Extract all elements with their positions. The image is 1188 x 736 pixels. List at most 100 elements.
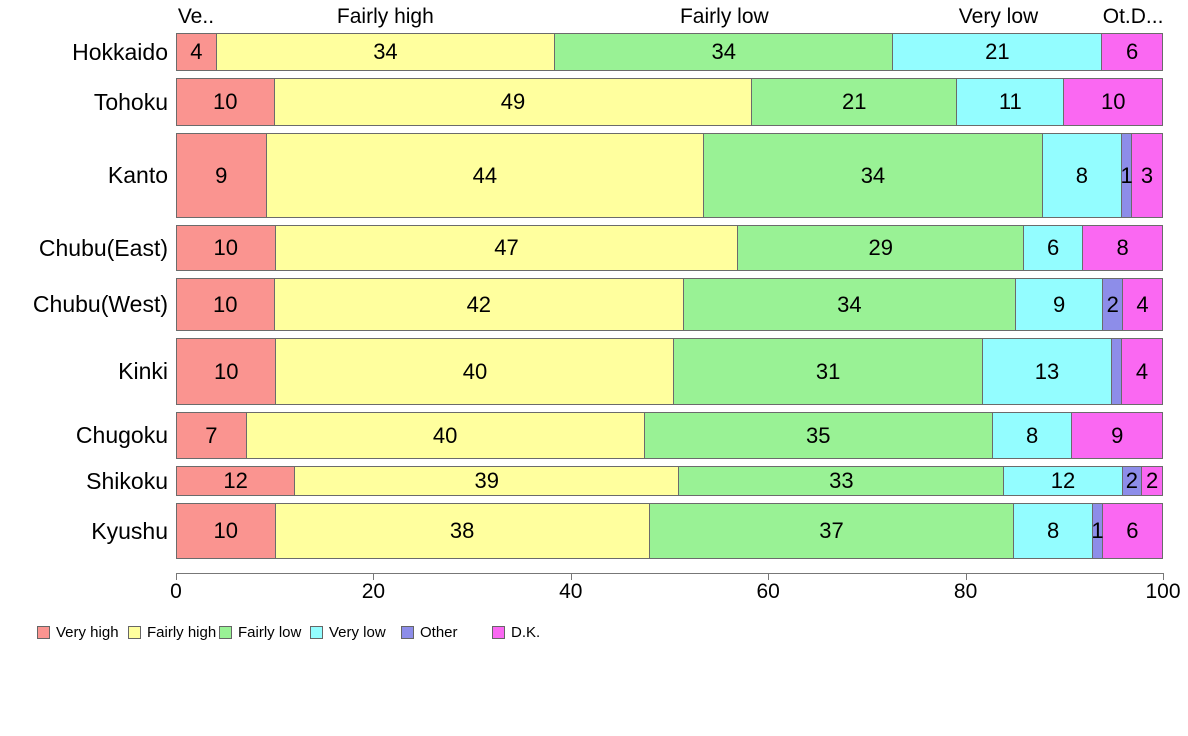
segment-value: 4 xyxy=(190,39,203,64)
segment-value: 49 xyxy=(500,89,526,114)
bar-segment-other: 2 xyxy=(1103,279,1123,330)
bar-segment-fairly_high: 38 xyxy=(275,504,650,558)
legend-label: Other xyxy=(420,623,458,641)
segment-value: 3 xyxy=(1140,162,1154,188)
column-header: Ve.. xyxy=(177,5,215,28)
segment-value: 11 xyxy=(998,89,1022,114)
bar-segment-fairly_high: 42 xyxy=(274,279,685,330)
segment-value: 34 xyxy=(711,39,736,64)
segment-value: 8 xyxy=(1075,162,1088,188)
column-header: Very low xyxy=(958,5,1039,28)
bar-segment-very_low: 13 xyxy=(982,339,1113,404)
segment-value: 12 xyxy=(1050,468,1076,493)
row-label: Chugoku xyxy=(75,422,168,448)
bar-segment-very_high: 9 xyxy=(177,134,267,217)
bar-segment-dk: 2 xyxy=(1142,467,1162,495)
segment-value: 33 xyxy=(829,468,854,493)
segment-value: 13 xyxy=(1034,358,1060,384)
segment-value: 10 xyxy=(213,235,238,260)
bar-segment-fairly_low: 33 xyxy=(679,467,1005,495)
segment-value: 10 xyxy=(1100,89,1126,114)
legend-swatch-dk xyxy=(492,625,505,639)
segment-value: 10 xyxy=(213,291,238,317)
segment-value: 21 xyxy=(842,89,867,114)
bar-segment-very_high: 12 xyxy=(177,467,296,495)
legend-swatch-very_high xyxy=(37,625,50,639)
x-axis-tick xyxy=(768,573,770,580)
segment-value: 39 xyxy=(474,468,499,493)
bar-segment-very_high: 10 xyxy=(177,339,277,404)
segment-value: 37 xyxy=(819,518,844,543)
segment-value: 2 xyxy=(1106,291,1119,317)
bar-segment-fairly_low: 34 xyxy=(555,34,894,70)
row-label: Kyushu xyxy=(91,517,168,544)
segment-value: 9 xyxy=(1052,291,1066,317)
segment-value: 31 xyxy=(815,358,841,384)
segment-value: 40 xyxy=(462,358,488,384)
bar-segment-fairly_low: 35 xyxy=(644,413,993,458)
row-label: Chubu(West) xyxy=(32,291,168,317)
x-axis-line xyxy=(176,573,1164,574)
bar-segment-very_high: 7 xyxy=(177,413,247,458)
bar-segment-fairly_high: 34 xyxy=(216,34,556,70)
bar-segment-very_low: 11 xyxy=(957,79,1065,125)
x-axis-tick xyxy=(965,573,967,580)
bar-segment-fairly_high: 49 xyxy=(274,79,753,125)
x-axis-tick xyxy=(373,573,375,580)
segment-value: 9 xyxy=(215,162,228,188)
x-axis-tick-label: 40 xyxy=(559,580,583,603)
row-label: Hokkaido xyxy=(72,38,168,65)
bar-segment-fairly_high: 39 xyxy=(295,467,680,495)
legend-label: Very low xyxy=(329,623,386,641)
bar: 10 47 29 6 8 xyxy=(176,225,1163,271)
bar-segment-very_low: 21 xyxy=(893,34,1103,70)
chart-row: Chubu(West) 10 42 34 9 2 4 xyxy=(0,278,1188,331)
legend-item-very_low: Very low xyxy=(310,623,386,641)
segment-value: 6 xyxy=(1047,235,1060,260)
chart-row: Chugoku 7 40 35 8 9 xyxy=(0,412,1188,459)
segment-value: 21 xyxy=(985,39,1010,64)
bar: 10 40 31 13 4 xyxy=(176,338,1163,405)
bar-segment-dk: 4 xyxy=(1122,279,1162,330)
bar-segment-dk: 10 xyxy=(1064,79,1162,125)
row-label: Tohoku xyxy=(93,88,168,115)
bar-segment-very_high: 10 xyxy=(177,279,275,330)
bar: 10 38 37 8 1 6 xyxy=(176,503,1163,559)
segment-value: 38 xyxy=(449,518,475,543)
segment-value: 34 xyxy=(373,39,398,64)
legend-swatch-very_low xyxy=(310,625,323,639)
chart-row: Shikoku 12 39 33 12 2 2 xyxy=(0,466,1188,496)
segment-value: 8 xyxy=(1047,518,1060,543)
bar-segment-fairly_high: 44 xyxy=(266,134,705,217)
bar-segment-fairly_high: 40 xyxy=(276,339,675,404)
bar-segment-dk: 9 xyxy=(1072,413,1162,458)
bar-segment-other: 1 xyxy=(1121,134,1133,217)
legend-item-very_high: Very high xyxy=(37,624,119,641)
legend-swatch-fairly_low xyxy=(219,625,232,639)
segment-value: 6 xyxy=(1126,39,1139,64)
bar-segment-very_low: 12 xyxy=(1004,467,1123,495)
segment-value: 8 xyxy=(1116,235,1129,260)
x-axis-tick-label: 0 xyxy=(170,580,182,603)
legend-item-fairly_low: Fairly low xyxy=(219,623,302,641)
bar-segment-fairly_high: 47 xyxy=(275,226,739,270)
segment-value: 34 xyxy=(860,162,886,188)
legend-swatch-other xyxy=(401,625,414,639)
bar: 9 44 34 8 1 3 xyxy=(176,133,1163,218)
bar-segment-dk: 3 xyxy=(1132,134,1162,217)
legend-label: Fairly low xyxy=(238,623,302,641)
segment-value: 47 xyxy=(494,235,519,260)
bar-segment-dk: 6 xyxy=(1102,504,1162,558)
bar: 7 40 35 8 9 xyxy=(176,412,1163,459)
x-axis-tick-label: 80 xyxy=(953,580,978,603)
bar-segment-very_low: 8 xyxy=(1014,504,1094,558)
x-axis-tick xyxy=(1163,573,1164,580)
legend-item-dk: D.K. xyxy=(492,624,540,641)
bar: 10 42 34 9 2 4 xyxy=(176,278,1163,331)
bar-segment-fairly_low: 34 xyxy=(704,134,1043,217)
bar: 12 39 33 12 2 2 xyxy=(176,466,1163,496)
legend-swatch-fairly_high xyxy=(128,625,141,639)
bar-segment-very_high: 10 xyxy=(177,79,275,125)
segment-value: 9 xyxy=(1111,422,1124,448)
x-axis-tick xyxy=(176,573,177,580)
